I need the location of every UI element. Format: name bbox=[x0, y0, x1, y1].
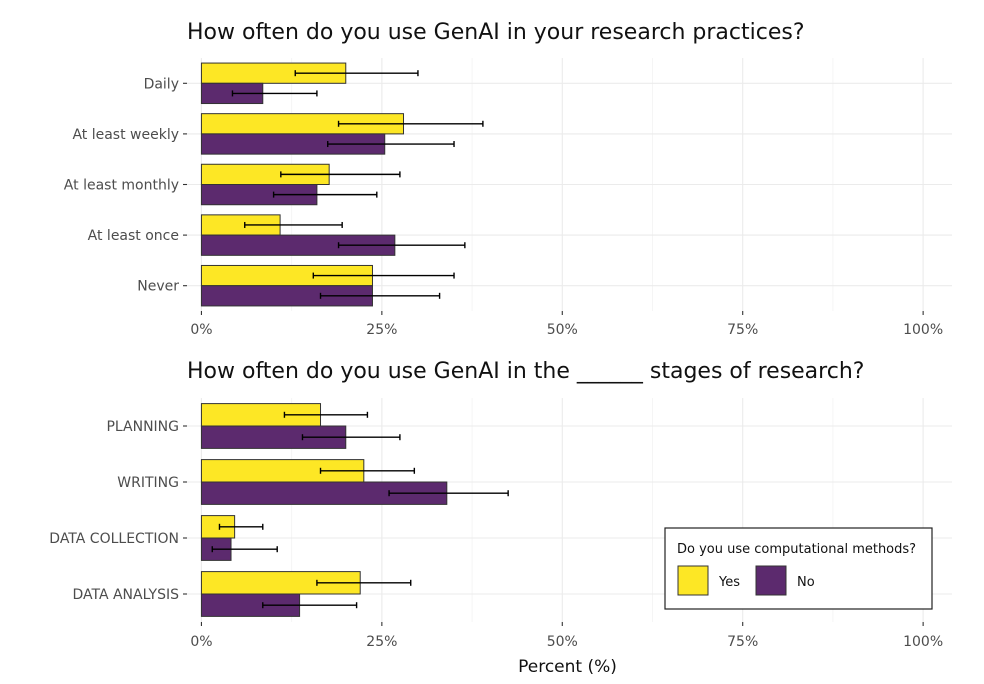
y-tick-label: At least once bbox=[88, 228, 179, 244]
error-bar-yes-1 bbox=[337, 120, 484, 127]
y-tick-label: WRITING bbox=[117, 475, 179, 491]
error-bar-no-0 bbox=[231, 90, 318, 97]
panel-1: How often do you use GenAI in your resea… bbox=[64, 20, 952, 338]
error-bar-yes-0 bbox=[294, 70, 419, 77]
y-tick-label: Never bbox=[137, 279, 179, 295]
legend: Do you use computational methods? Yes No bbox=[664, 527, 933, 610]
y-tick-label: DATA ANALYSIS bbox=[72, 587, 179, 603]
legend-swatch-yes bbox=[677, 565, 709, 596]
error-bar-no-2 bbox=[272, 191, 378, 198]
y-tick-label: Daily bbox=[144, 76, 179, 92]
x-tick-label: 0% bbox=[190, 322, 212, 338]
x-tick-label: 100% bbox=[903, 322, 943, 338]
error-bar-no-3 bbox=[337, 242, 466, 249]
error-bar-no-1 bbox=[327, 141, 455, 148]
error-bar-yes-3 bbox=[244, 221, 343, 228]
x-tick-label: 25% bbox=[366, 322, 397, 338]
legend-title: Do you use computational methods? bbox=[677, 542, 916, 557]
y-tick-label: At least weekly bbox=[72, 127, 179, 143]
x-tick-label: 75% bbox=[727, 634, 758, 650]
x-tick-label: 0% bbox=[190, 634, 212, 650]
error-bar-yes-3 bbox=[316, 579, 412, 586]
error-bar-no-3 bbox=[262, 602, 358, 609]
x-tick-label: 75% bbox=[727, 322, 758, 338]
chart-title: How often do you use GenAI in your resea… bbox=[187, 20, 805, 45]
y-tick-label: DATA COLLECTION bbox=[49, 531, 179, 547]
error-bar-no-1 bbox=[388, 490, 509, 497]
error-bar-yes-2 bbox=[280, 171, 401, 178]
x-tick-label: 100% bbox=[903, 634, 943, 650]
x-tick-label: 25% bbox=[366, 634, 397, 650]
error-bar-no-4 bbox=[319, 292, 441, 299]
y-tick-label: PLANNING bbox=[106, 419, 179, 435]
legend-label-yes: Yes bbox=[718, 575, 740, 590]
error-bar-yes-2 bbox=[218, 523, 264, 530]
legend-swatch-no bbox=[755, 565, 787, 596]
legend-label-no: No bbox=[797, 575, 815, 590]
error-bar-no-2 bbox=[211, 546, 278, 553]
x-tick-label: 50% bbox=[547, 634, 578, 650]
error-bar-yes-4 bbox=[312, 272, 455, 279]
error-bar-yes-0 bbox=[283, 411, 369, 418]
chart-title: How often do you use GenAI in the ______… bbox=[187, 359, 864, 384]
legend-box bbox=[664, 527, 933, 610]
x-axis-title: Percent (%) bbox=[518, 657, 617, 677]
x-tick-label: 50% bbox=[547, 322, 578, 338]
error-bar-no-0 bbox=[301, 434, 401, 441]
error-bar-yes-1 bbox=[319, 467, 416, 474]
panel-2: How often do you use GenAI in the ______… bbox=[49, 359, 952, 677]
y-tick-label: At least monthly bbox=[64, 178, 179, 194]
